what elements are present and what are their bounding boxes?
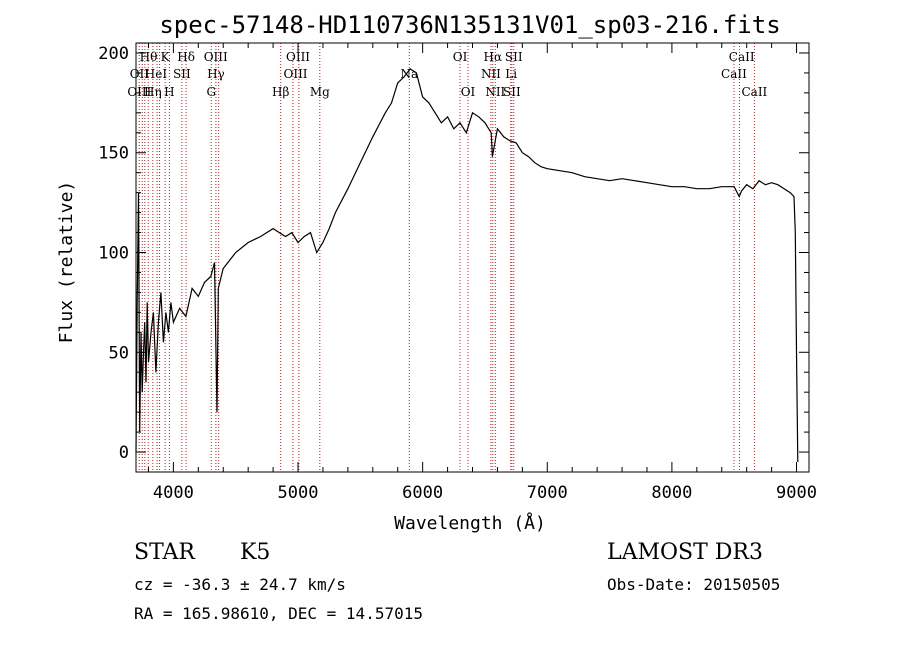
x-axis-ticks: 4000 5000 6000 7000 8000 9000 — [147, 43, 817, 503]
line-marker-label: G — [206, 85, 216, 99]
line-marker-label: Li — [505, 67, 517, 81]
x-tick-label: 8000 — [651, 483, 692, 503]
line-marker-label: OIII — [204, 50, 228, 64]
obs-date-text: Obs-Date: 20150505 — [607, 575, 781, 594]
y-tick-label: 150 — [98, 144, 129, 164]
x-tick-label: 9000 — [776, 483, 817, 503]
line-marker-label: CaII — [729, 50, 755, 64]
line-marker-label: Mg — [310, 85, 330, 99]
y-tick-label: 200 — [98, 44, 129, 64]
coordinates-text: RA = 165.98610, DEC = 14.57015 — [134, 604, 423, 623]
plot-frame — [135, 42, 810, 473]
line-marker-label: CaII — [721, 67, 747, 81]
x-axis-label: Wavelength (Å) — [394, 512, 546, 534]
line-marker-label: Hη — [144, 85, 162, 99]
y-axis-label: Flux (relative) — [56, 181, 77, 344]
line-marker-label: Hα — [484, 50, 503, 64]
x-tick-label: 6000 — [402, 483, 443, 503]
line-marker-label: SII — [505, 50, 523, 64]
line-marker-label: Hθ — [140, 50, 158, 64]
line-marker-label: Hγ — [207, 67, 225, 81]
line-markers — [138, 43, 755, 472]
y-tick-label: 0 — [119, 443, 129, 463]
y-axis-ticks: 0 50 100 150 200 — [98, 44, 809, 463]
x-tick-label: 7000 — [527, 483, 568, 503]
line-marker-label: SII — [503, 85, 521, 99]
line-marker-label: OI — [461, 85, 476, 99]
line-marker-label: Hδ — [177, 50, 195, 64]
x-tick-label: 4000 — [153, 483, 194, 503]
line-marker-label: CaII — [741, 85, 767, 99]
line-marker-label: OIII — [283, 67, 307, 81]
spectrum-line — [135, 68, 799, 463]
survey-name: LAMOST DR3 — [607, 540, 763, 565]
object-class: STAR — [134, 540, 195, 565]
line-marker-label: OII — [130, 67, 150, 81]
line-marker-label: SII — [173, 67, 191, 81]
y-tick-label: 100 — [98, 244, 129, 264]
line-marker-label: OI — [453, 50, 468, 64]
line-marker-label: NII — [485, 85, 505, 99]
line-marker-label: HeI — [145, 67, 168, 81]
line-marker-label: OIII — [127, 85, 151, 99]
y-tick-label: 50 — [109, 343, 129, 363]
chart-title: spec-57148-HD110736N135131V01_sp03-216.f… — [159, 11, 780, 39]
x-tick-label: 5000 — [278, 483, 319, 503]
line-marker-label: Hβ — [272, 85, 289, 99]
object-subclass: K5 — [240, 540, 271, 565]
line-marker-label: K — [161, 50, 171, 64]
line-marker-label: OIII — [286, 50, 310, 64]
line-marker-label: NII — [481, 67, 501, 81]
redshift-text: cz = -36.3 ± 24.7 km/s — [134, 575, 346, 594]
line-marker-label: H — [164, 85, 174, 99]
